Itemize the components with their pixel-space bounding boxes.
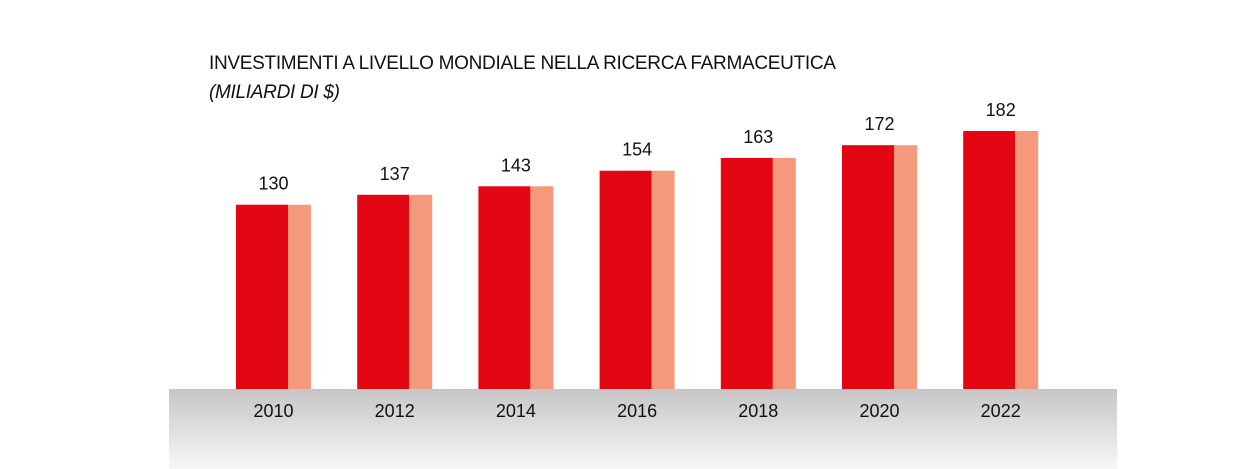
value-label: 130 <box>258 174 288 194</box>
value-label: 182 <box>986 100 1016 120</box>
bar-2020 <box>842 145 894 389</box>
bar-2018 <box>720 157 773 389</box>
category-label: 2016 <box>617 401 657 421</box>
value-label: 163 <box>743 127 773 147</box>
value-label: 143 <box>501 155 531 175</box>
bar-side-2010 <box>288 204 311 389</box>
bar-2014 <box>478 186 531 389</box>
bar-side-2014 <box>530 186 554 389</box>
category-label: 2014 <box>496 401 536 421</box>
value-label: 154 <box>622 140 652 160</box>
chart-title: INVESTIMENTI A LIVELLO MONDIALE NELLA RI… <box>209 53 836 74</box>
value-label: 137 <box>380 164 410 184</box>
bar-2022 <box>963 131 1016 389</box>
category-label: 2018 <box>738 401 778 421</box>
bar-2012 <box>357 194 410 389</box>
bar-side-2016 <box>651 170 675 389</box>
bar-side-2022 <box>1015 131 1039 389</box>
chart-floor <box>169 389 1117 469</box>
category-label: 2010 <box>253 401 293 421</box>
category-label: 2022 <box>981 401 1021 421</box>
category-label: 2020 <box>859 401 899 421</box>
value-label: 172 <box>864 114 894 134</box>
chart-subtitle: (MILIARDI DI $) <box>209 82 340 103</box>
bar-side-2020 <box>894 145 917 389</box>
bar-side-2012 <box>409 194 433 389</box>
bar-2010 <box>236 204 288 389</box>
bar-side-2018 <box>772 157 796 389</box>
category-label: 2012 <box>375 401 415 421</box>
bar-2016 <box>599 170 652 389</box>
